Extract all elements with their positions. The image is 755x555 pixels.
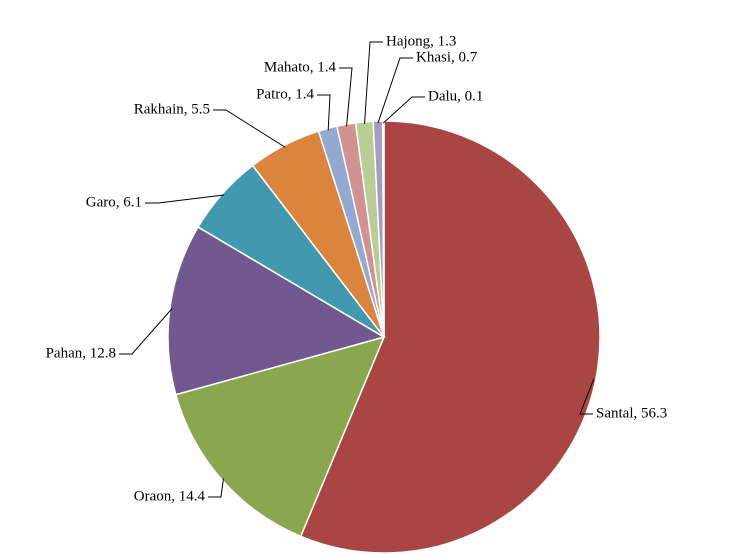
leader-line (382, 96, 425, 124)
data-label: Dalu, 0.1 (428, 88, 483, 104)
data-label: Khasi, 0.7 (416, 49, 478, 65)
leader-line (339, 67, 353, 127)
leader-line (364, 41, 383, 124)
data-label: Oraon, 14.4 (134, 488, 206, 504)
pie-slice (167, 226, 386, 396)
data-label: Pahan, 12.8 (46, 345, 116, 361)
leader-line (145, 194, 224, 204)
data-label: Mahato, 1.4 (264, 59, 337, 75)
data-label: Garo, 6.1 (86, 194, 142, 210)
data-label: Santal, 56.3 (596, 405, 667, 421)
leader-line (119, 308, 173, 355)
leader-line (579, 378, 595, 415)
leader-line (213, 109, 286, 148)
leader-line (377, 57, 413, 124)
data-label: Rakhain, 5.5 (134, 101, 210, 117)
pie-slice (174, 335, 386, 538)
leader-line (317, 94, 331, 131)
data-label: Hajong, 1.3 (386, 33, 456, 49)
leader-line (208, 478, 224, 498)
data-label: Patro, 1.4 (256, 86, 314, 102)
pie-slice (299, 120, 601, 554)
pie-slice (381, 120, 385, 338)
